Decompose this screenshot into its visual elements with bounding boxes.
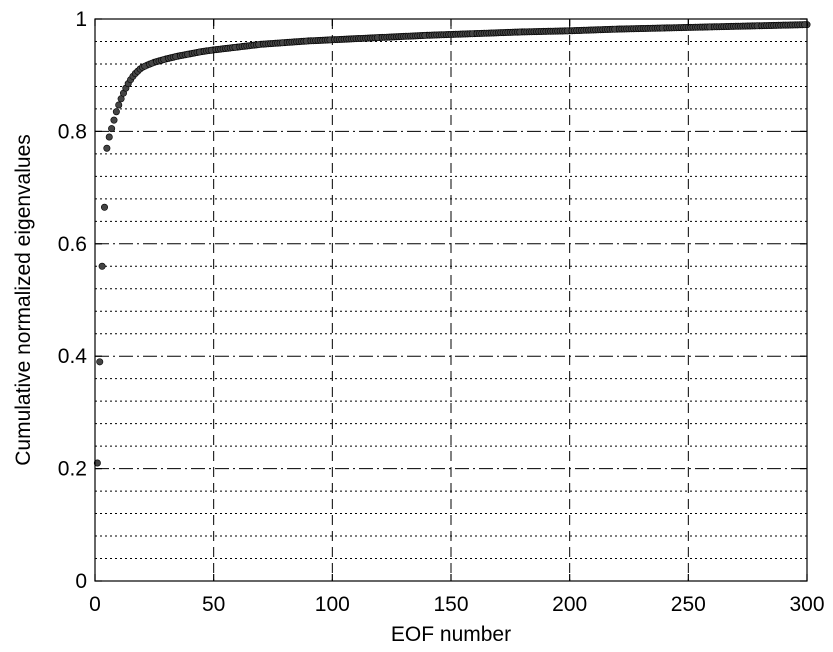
- data-point: [112, 108, 120, 116]
- y-tick-label: 0.8: [58, 120, 87, 143]
- data-point: [801, 21, 809, 29]
- data-point: [96, 358, 104, 366]
- data-point: [105, 133, 113, 141]
- x-tick-label: 250: [671, 593, 706, 616]
- data-point: [103, 144, 111, 152]
- y-tick-labels: 0 0.2 0.4 0.6 0.8 1: [58, 8, 88, 593]
- axis-ticks: [94, 18, 808, 582]
- x-tick-label: 150: [433, 593, 468, 616]
- y-tick-label: 0.6: [58, 233, 87, 256]
- x-tick-label: 200: [552, 593, 587, 616]
- x-tick-label: 100: [315, 593, 350, 616]
- x-tick-label: 0: [89, 593, 101, 616]
- data-point: [98, 262, 106, 270]
- x-tick-labels: 0 50 100 150 200 250 300: [89, 593, 824, 616]
- y-tick-label: 0: [75, 570, 87, 593]
- x-tick-label: 50: [202, 593, 225, 616]
- y-tick-label: 0.2: [58, 458, 87, 481]
- grid: [95, 19, 807, 581]
- data-point: [115, 101, 123, 109]
- x-tick-label: 300: [789, 593, 824, 616]
- data-point: [93, 459, 101, 467]
- data-point: [110, 116, 118, 124]
- data-point: [100, 203, 108, 211]
- y-tick-label: 1: [75, 8, 87, 31]
- data-points: [93, 21, 811, 467]
- x-axis-title: EOF number: [391, 623, 511, 646]
- y-axis-title: Cumulative normalized eigenvalues: [12, 134, 35, 466]
- y-tick-label: 0.4: [58, 345, 88, 368]
- data-point: [108, 125, 116, 133]
